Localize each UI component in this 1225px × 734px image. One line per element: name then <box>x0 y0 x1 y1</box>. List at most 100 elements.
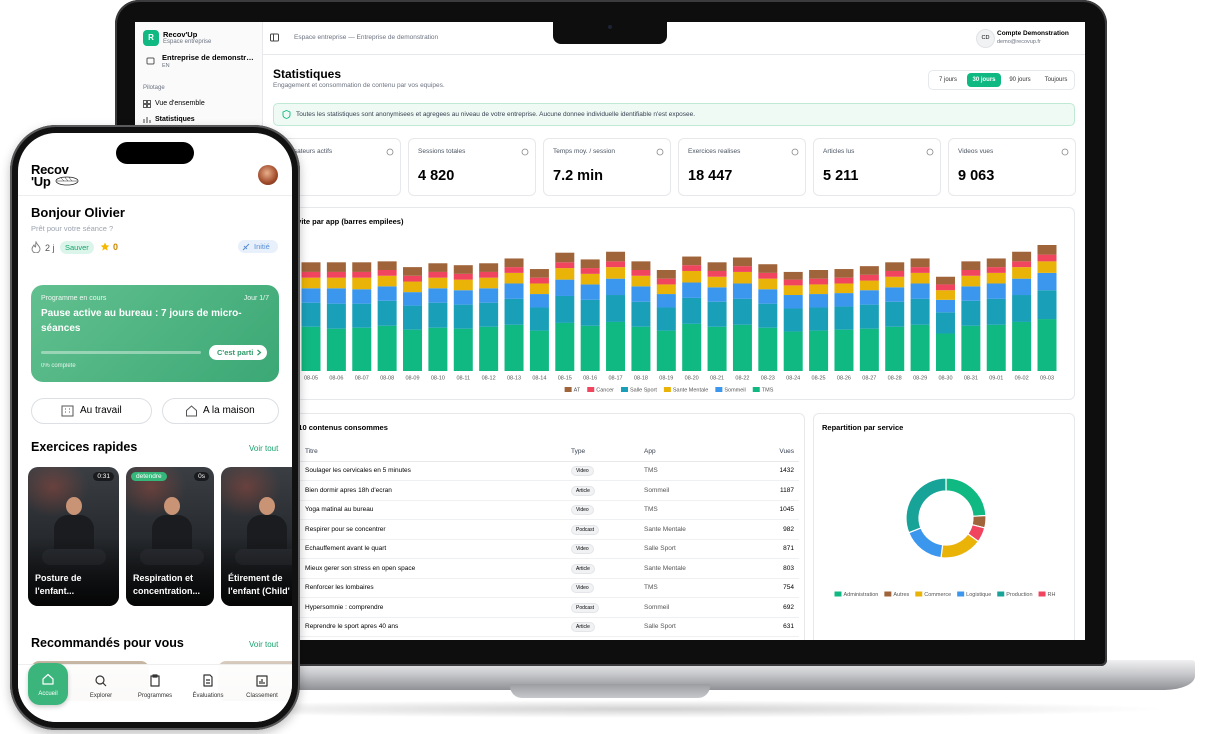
bar-segment <box>504 258 524 268</box>
sidebar-toggle[interactable] <box>270 33 279 42</box>
bar-segment <box>707 326 727 371</box>
table-header: App <box>644 448 656 455</box>
level-pill: Initié <box>238 240 278 253</box>
bar-segment <box>783 308 803 332</box>
bar-segment <box>377 286 397 301</box>
nav-label[interactable]: Classement <box>246 693 278 699</box>
legend-label: Production <box>1006 592 1032 598</box>
bar-segment <box>910 283 930 299</box>
bar-segment <box>428 271 448 278</box>
bar-segment <box>631 270 651 276</box>
cell-title: Echauffement avant le quart <box>305 545 387 552</box>
bar-segment <box>935 284 955 291</box>
home-icon <box>186 405 197 417</box>
cell-app: Sante Mentale <box>644 564 686 572</box>
see-all[interactable]: Voir tout <box>249 444 279 453</box>
nav-label[interactable]: Programmes <box>137 693 173 699</box>
bar-segment <box>809 307 829 331</box>
bar-segment <box>986 324 1006 371</box>
section-title: Recommandés pour vous <box>31 636 184 650</box>
table-rule <box>299 461 799 462</box>
bar-segment <box>732 324 752 371</box>
brand-mark: R <box>143 30 159 46</box>
avatar[interactable] <box>258 165 278 185</box>
program-button[interactable]: C'est parti <box>209 345 267 360</box>
range-button[interactable]: 30 jours <box>967 73 1001 87</box>
bar-segment <box>555 279 575 296</box>
x-tick-label: 09-02 <box>1015 375 1029 381</box>
bar-segment <box>809 284 829 295</box>
program-card[interactable]: Programme en cours Jour 1/7 Pause active… <box>31 285 279 382</box>
bar-segment <box>326 262 346 272</box>
exercise-card[interactable]: detendre 0s Respiration et concentration..… <box>126 467 214 606</box>
x-tick-label: 08-09 <box>405 375 419 381</box>
table-rule <box>299 519 799 520</box>
nav-item[interactable]: Statistiques <box>155 116 195 123</box>
bar-segment <box>885 262 905 271</box>
type-badge: Article <box>571 563 595 574</box>
kpi-icon <box>386 148 394 156</box>
nav-icon[interactable] <box>254 673 270 689</box>
range-button[interactable]: Toujours <box>1044 77 1068 83</box>
type-badge: Article <box>571 622 595 632</box>
table-rule <box>299 480 799 481</box>
bar-segment <box>961 261 981 271</box>
bar-segment <box>834 306 854 330</box>
card-title: Posture de l'enfant... <box>35 573 82 596</box>
nav-icon[interactable] <box>40 671 56 687</box>
nav-label[interactable]: Évaluations <box>192 693 224 699</box>
x-tick-label: 08-13 <box>507 375 521 381</box>
legend-label: Sante Mentale <box>673 387 708 393</box>
legend-swatch <box>752 387 760 392</box>
bar-segment <box>910 258 930 268</box>
user-avatar[interactable]: CD <box>976 29 995 48</box>
see-all[interactable]: Voir tout <box>249 640 279 649</box>
x-tick-label: 08-26 <box>837 375 851 381</box>
nav-label[interactable]: Explorer <box>89 693 113 699</box>
range-button[interactable]: 90 jours <box>1009 77 1031 83</box>
x-tick-label: 08-08 <box>380 375 394 381</box>
x-tick-label: 08-10 <box>431 375 445 381</box>
exercise-card[interactable]: Étirement de l'enfant (Child' <box>221 467 292 606</box>
donut-slice <box>908 527 944 559</box>
bar-segment <box>326 328 346 371</box>
save-pill[interactable]: Sauver <box>60 241 94 254</box>
place-button[interactable]: A la maison <box>162 398 279 424</box>
cell-views: 1187 <box>780 486 794 494</box>
bar-segment <box>301 277 321 289</box>
page-subtitle: Engagement et consommation de contenu pa… <box>273 82 445 89</box>
nav-label[interactable]: Accueil <box>38 691 58 697</box>
bar-segment <box>885 270 905 277</box>
card-shade <box>126 537 214 606</box>
prompt: Prêt pour votre séance ? <box>31 224 114 233</box>
bar-segment <box>783 285 803 296</box>
legend-swatch <box>884 591 892 597</box>
x-tick-label: 08-31 <box>964 375 978 381</box>
kpi-icon <box>1061 148 1069 156</box>
legend-label: Salle Sport <box>630 387 657 393</box>
donut-slice <box>905 477 947 534</box>
progress-label: 0% complété <box>41 363 76 369</box>
bar-segment <box>707 270 727 277</box>
exercise-card[interactable]: 0:31 Posture de l'enfant... <box>28 467 119 606</box>
nav-icon[interactable] <box>93 673 109 689</box>
place-button[interactable]: Au travail <box>31 398 152 424</box>
dynamic-island <box>116 142 194 164</box>
kpi-value: 18 447 <box>688 168 733 184</box>
bar-segment <box>504 283 524 299</box>
nav-icon[interactable] <box>200 673 216 689</box>
nav-item[interactable]: Vue d'ensemble <box>155 100 205 107</box>
cell-title: Bien dormir apres 18h d'ecran <box>305 486 392 494</box>
card-shade <box>221 537 292 606</box>
kpi-label: Utilisateurs actifs <box>283 148 333 155</box>
card-shade <box>28 537 119 606</box>
nav-icon-shape <box>256 675 268 687</box>
nav-icon[interactable] <box>147 673 163 689</box>
bar-segment <box>326 303 346 329</box>
chart-title: Activite par app (barres empilees) <box>283 217 404 226</box>
bar-segment <box>656 330 676 371</box>
bar-segment <box>682 297 702 324</box>
range-button[interactable]: 7 jours <box>938 77 957 83</box>
bar-segment <box>961 275 981 287</box>
bar-segment <box>758 272 778 279</box>
